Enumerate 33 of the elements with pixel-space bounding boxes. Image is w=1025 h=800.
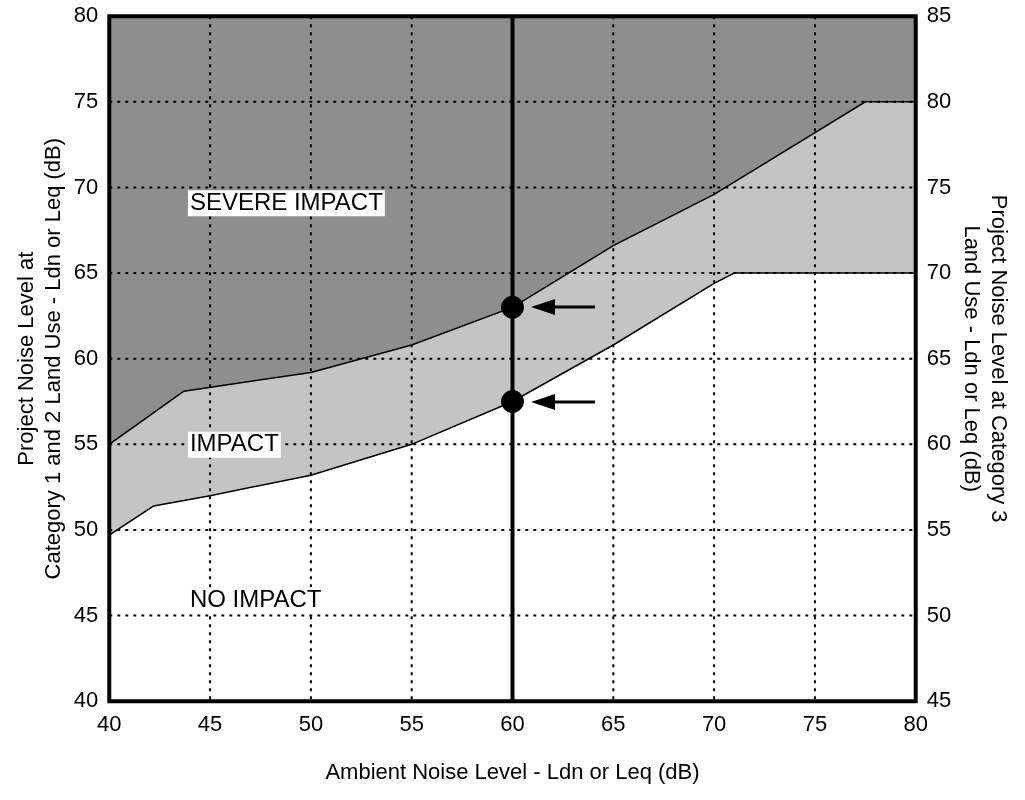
y-tick-label: 70 bbox=[73, 173, 99, 199]
y-tick-label: 55 bbox=[73, 430, 99, 456]
x-tick-label: 45 bbox=[197, 711, 223, 737]
x-tick-label: 75 bbox=[802, 711, 828, 737]
x-tick-label: 70 bbox=[701, 711, 727, 737]
y2-tick-label: 70 bbox=[926, 259, 952, 285]
y2-tick-label: 60 bbox=[926, 430, 952, 456]
y2-tick-label: 50 bbox=[926, 601, 952, 627]
y-tick-label: 75 bbox=[73, 87, 99, 113]
x-tick-label: 60 bbox=[500, 711, 525, 737]
x-tick-label: 40 bbox=[97, 711, 122, 737]
y-axis-title: Project Noise Level at Category 1 and 2 Land Use - Ldn or Leq (dB) bbox=[13, 137, 65, 580]
y2-tick-label: 85 bbox=[926, 2, 952, 28]
x-axis-title: Ambient Noise Level - Ldn or Leq (dB) bbox=[325, 758, 700, 784]
annotation: NO IMPACT bbox=[189, 584, 322, 612]
y2-axis-title: Project Noise Level at Category 3 Land Use - Ldn or Leq (dB) bbox=[960, 194, 1012, 523]
y-tick-label: 65 bbox=[73, 259, 99, 285]
annotation: SEVERE IMPACT bbox=[189, 187, 384, 215]
y2-tick-label: 45 bbox=[926, 687, 952, 713]
y2-tick-label: 80 bbox=[926, 87, 952, 113]
x-tick-label: 50 bbox=[298, 711, 324, 737]
x-tick-label: 80 bbox=[903, 711, 928, 737]
y-tick-label: 45 bbox=[73, 601, 99, 627]
y-tick-label: 80 bbox=[73, 2, 99, 28]
x-tick-label: 65 bbox=[601, 711, 626, 737]
annotation: IMPACT bbox=[189, 429, 280, 457]
y-tick-label: 60 bbox=[73, 344, 99, 370]
y2-tick-label: 65 bbox=[926, 344, 952, 370]
x-tick-label: 55 bbox=[399, 711, 424, 737]
y2-tick-label: 55 bbox=[926, 516, 952, 542]
y-tick-label: 50 bbox=[73, 516, 99, 542]
y-tick-label: 40 bbox=[73, 687, 99, 713]
y2-tick-label: 75 bbox=[926, 173, 952, 199]
